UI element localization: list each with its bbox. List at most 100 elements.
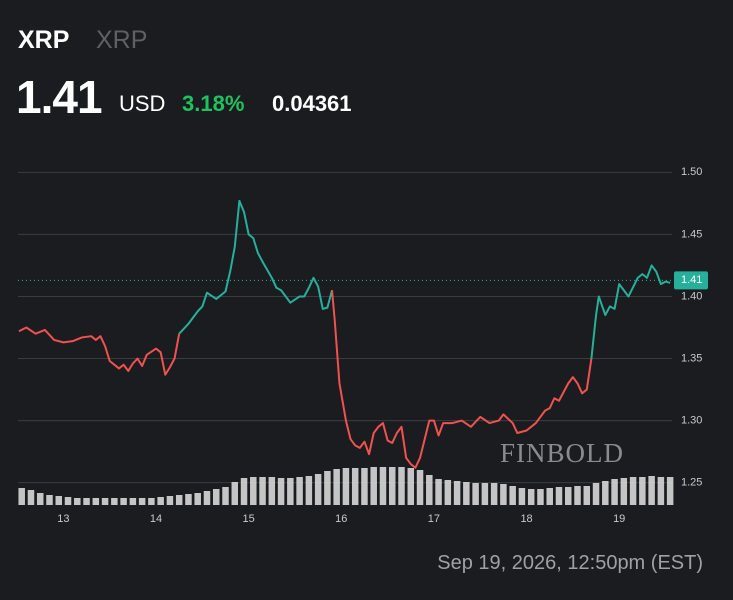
- x-tick-label: 13: [57, 513, 69, 525]
- volume-bar: [370, 467, 377, 505]
- volume-bar: [463, 482, 470, 505]
- volume-bar: [564, 487, 572, 505]
- last-price-box: [674, 271, 708, 290]
- volume-bar: [185, 494, 192, 505]
- volume-bar: [426, 475, 433, 505]
- volume-bar: [277, 478, 285, 505]
- x-tick-label: 14: [150, 513, 162, 525]
- volume-bar: [648, 476, 655, 505]
- volume-bar: [129, 498, 137, 505]
- volume-bar: [351, 468, 359, 505]
- volume-bar: [231, 482, 239, 505]
- asset-name: XRP: [96, 26, 148, 54]
- volume-bar: [64, 497, 72, 505]
- volume-bar: [435, 479, 442, 505]
- volume-bar: [157, 497, 164, 505]
- volume-bar: [18, 488, 25, 505]
- volume-bar: [83, 498, 90, 505]
- volume-bar: [296, 477, 303, 505]
- volume-bar: [666, 477, 674, 505]
- volume-bar: [611, 479, 618, 505]
- volume-bar: [250, 477, 257, 505]
- volume-bar: [490, 483, 498, 505]
- volume-bar: [574, 486, 581, 505]
- volume-bar: [602, 481, 609, 505]
- volume-bar: [212, 489, 220, 505]
- volume-bar: [222, 487, 229, 505]
- volume-bar: [453, 481, 461, 505]
- y-tick-label: 1.35: [681, 352, 702, 364]
- volume-bar: [639, 477, 646, 505]
- x-tick-label: 15: [243, 513, 255, 525]
- volume-bar: [416, 470, 424, 505]
- watermark: FINBOLD: [500, 438, 625, 468]
- volume-bar: [74, 498, 81, 505]
- volume-bar: [203, 491, 211, 505]
- volume-bar: [175, 495, 183, 505]
- volume-bar: [620, 478, 628, 505]
- volume-bar: [138, 498, 146, 505]
- price-line: [331, 290, 593, 469]
- volume-bar: [55, 496, 63, 505]
- volume-bar: [342, 468, 350, 505]
- volume-bar: [398, 467, 405, 505]
- volume-bar: [268, 477, 276, 505]
- price-line: [178, 199, 333, 335]
- volume-bar: [472, 483, 479, 505]
- volume-bar: [583, 486, 591, 505]
- y-tick-label: 1.30: [681, 415, 702, 427]
- price: 1.41: [16, 71, 103, 123]
- volume-bar: [388, 467, 396, 505]
- volume-bar: [305, 476, 313, 505]
- volume-bar: [101, 498, 109, 505]
- y-tick-label: 1.25: [681, 477, 702, 489]
- volume-bar: [194, 493, 201, 505]
- y-tick-label: 1.50: [681, 166, 702, 178]
- volume-bar: [361, 468, 368, 505]
- volume-bar: [592, 483, 600, 505]
- volume-bar: [259, 477, 266, 505]
- x-tick-label: 17: [428, 513, 440, 525]
- x-tick-label: 16: [335, 513, 347, 525]
- timestamp: Sep 19, 2026, 12:50pm (EST): [437, 552, 703, 574]
- volume-bar: [527, 489, 535, 505]
- volume-bar: [166, 496, 174, 505]
- volume-bar: [407, 468, 415, 505]
- volume-bar: [120, 498, 127, 505]
- volume-bar: [509, 486, 516, 505]
- change-percent: 3.18%: [182, 91, 245, 116]
- volume-bar: [324, 471, 331, 505]
- volume-bar: [518, 488, 526, 505]
- volume-bar: [379, 467, 387, 505]
- price-line: [18, 326, 181, 376]
- volume-bar: [27, 490, 35, 505]
- volume-bar: [546, 488, 553, 505]
- currency: USD: [119, 91, 166, 116]
- volume-bar: [481, 483, 489, 505]
- volume-bar: [629, 477, 637, 505]
- y-tick-label: 1.40: [681, 290, 702, 302]
- last-price-label: 1.41: [681, 274, 702, 286]
- volume-bar: [92, 498, 100, 505]
- volume-bar: [36, 493, 44, 505]
- volume-bar: [240, 478, 248, 505]
- volume-bar: [333, 469, 340, 505]
- volume-bar: [46, 495, 53, 505]
- volume-bar: [537, 489, 544, 505]
- volume-bar: [500, 484, 507, 505]
- volume-bar: [148, 498, 155, 505]
- x-tick-label: 18: [520, 513, 532, 525]
- volume-bar: [657, 477, 665, 505]
- y-tick-label: 1.45: [681, 228, 702, 240]
- volume-bar: [111, 498, 118, 505]
- symbol: XRP: [18, 26, 70, 54]
- price-line: [590, 264, 671, 359]
- x-tick-label: 19: [613, 513, 625, 525]
- volume-bar: [444, 480, 452, 505]
- chart: 1.50 1.45 1.40 1.35 1.30 1.25 13 14 15 16 17 18 19 1.…: [18, 166, 708, 525]
- change: 0.04361: [272, 91, 352, 116]
- volume-bar: [314, 474, 322, 505]
- volume-bar: [287, 478, 294, 505]
- volume-bar: [555, 487, 563, 505]
